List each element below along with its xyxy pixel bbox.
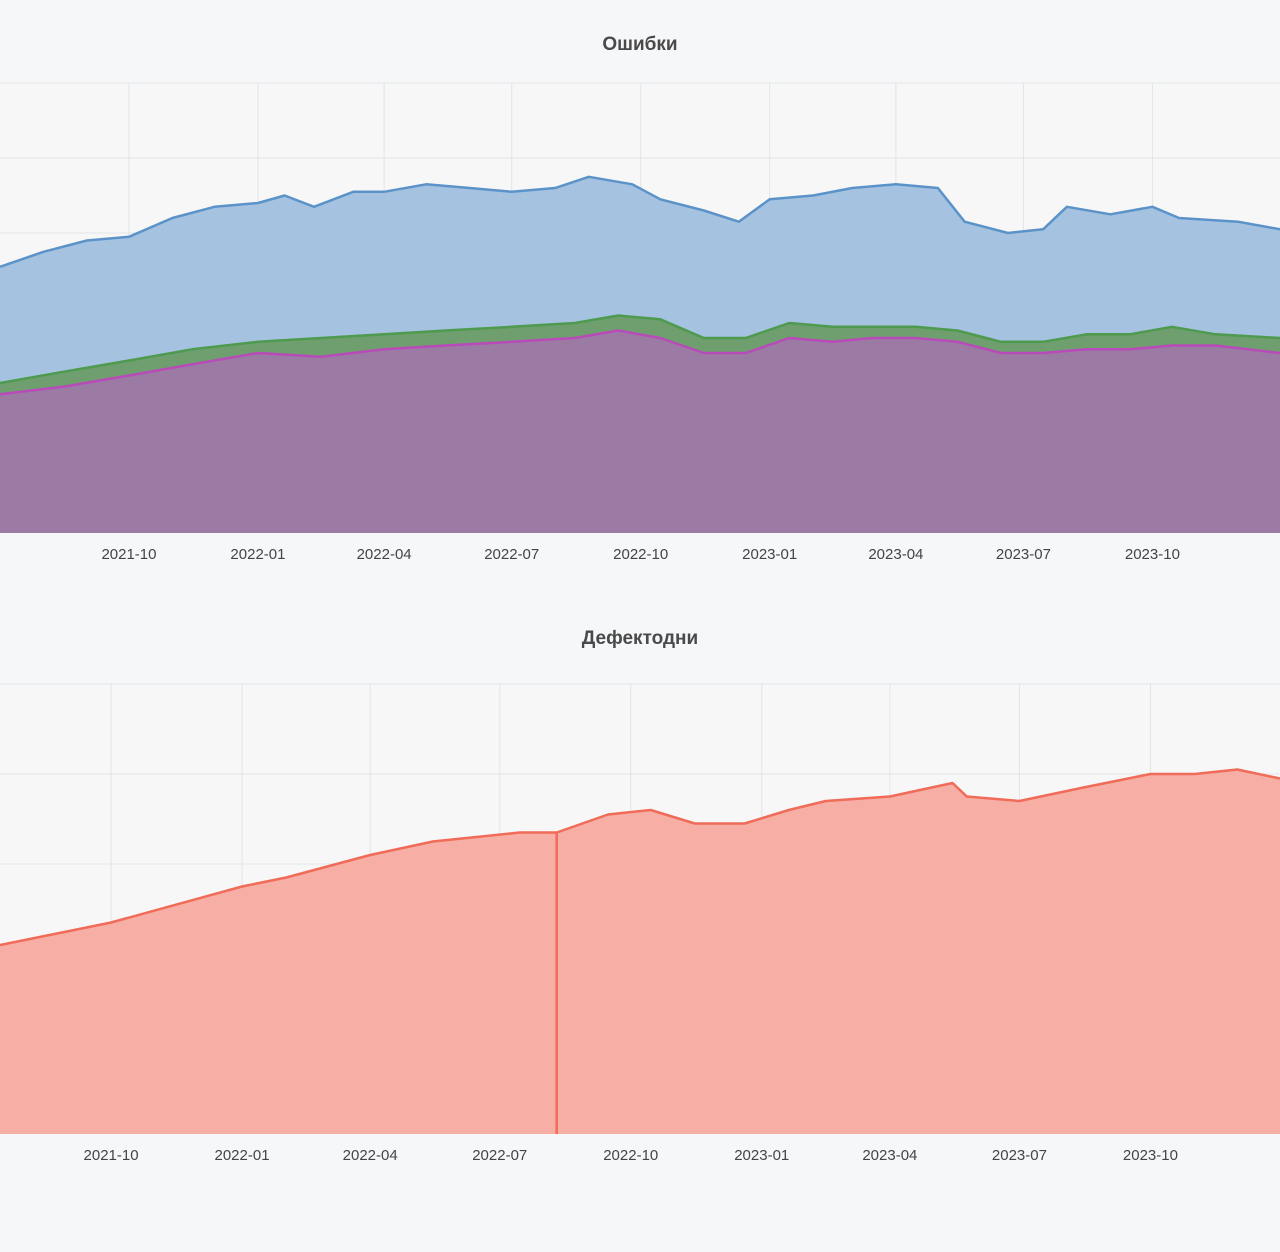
x-tick-label: 2023-04: [862, 1147, 917, 1164]
errors-chart-title: Ошибки: [602, 34, 678, 55]
errors-chart-panel: Ошибки 2021-10 2022-01 2022-04 2022-07 2022-…: [0, 0, 1280, 600]
defect-days-chart-title: Дефектодни: [581, 628, 699, 649]
x-tick-label: 2022-01: [215, 1147, 270, 1164]
series-2-line[interactable]: [0, 329, 1280, 396]
x-tick-label: 2022-07: [472, 1147, 527, 1164]
series-0-area: [0, 769, 1280, 1134]
series-2-area: [0, 330, 1280, 533]
x-tick-label: 2022-10: [603, 1147, 658, 1164]
x-tick-label: 2023-01: [742, 546, 797, 563]
x-tick-label: 2023-01: [734, 1147, 789, 1164]
x-tick-label: 2022-01: [230, 546, 285, 563]
x-tick-label: 2023-10: [1123, 1147, 1178, 1164]
x-tick-label: 2022-04: [357, 546, 412, 563]
defect-days-chart[interactable]: 2021-10 2022-01 2022-04 2022-07 2022-10 2023-…: [0, 600, 1280, 1252]
series-0-line[interactable]: [0, 175, 1280, 268]
x-tick-label: 2021-10: [84, 1147, 139, 1164]
series-0-line[interactable]: [0, 768, 1280, 947]
x-tick-label: 2022-04: [343, 1147, 398, 1164]
x-tick-label: 2023-07: [996, 546, 1051, 563]
x-tick-label: 2022-07: [484, 546, 539, 563]
x-tick-label: 2023-04: [868, 546, 923, 563]
x-tick-label: 2023-10: [1125, 546, 1180, 563]
x-tick-label: 2023-07: [992, 1147, 1047, 1164]
errors-chart[interactable]: 2021-10 2022-01 2022-04 2022-07 2022-10 2023-…: [0, 0, 1280, 600]
series-1-line[interactable]: [0, 314, 1280, 385]
x-tick-label: 2021-10: [101, 546, 156, 563]
x-tick-label: 2022-10: [613, 546, 668, 563]
defect-days-chart-panel: Дефектодни 2021-10 2022-01 2022-04 2022-07 2…: [0, 600, 1280, 1252]
